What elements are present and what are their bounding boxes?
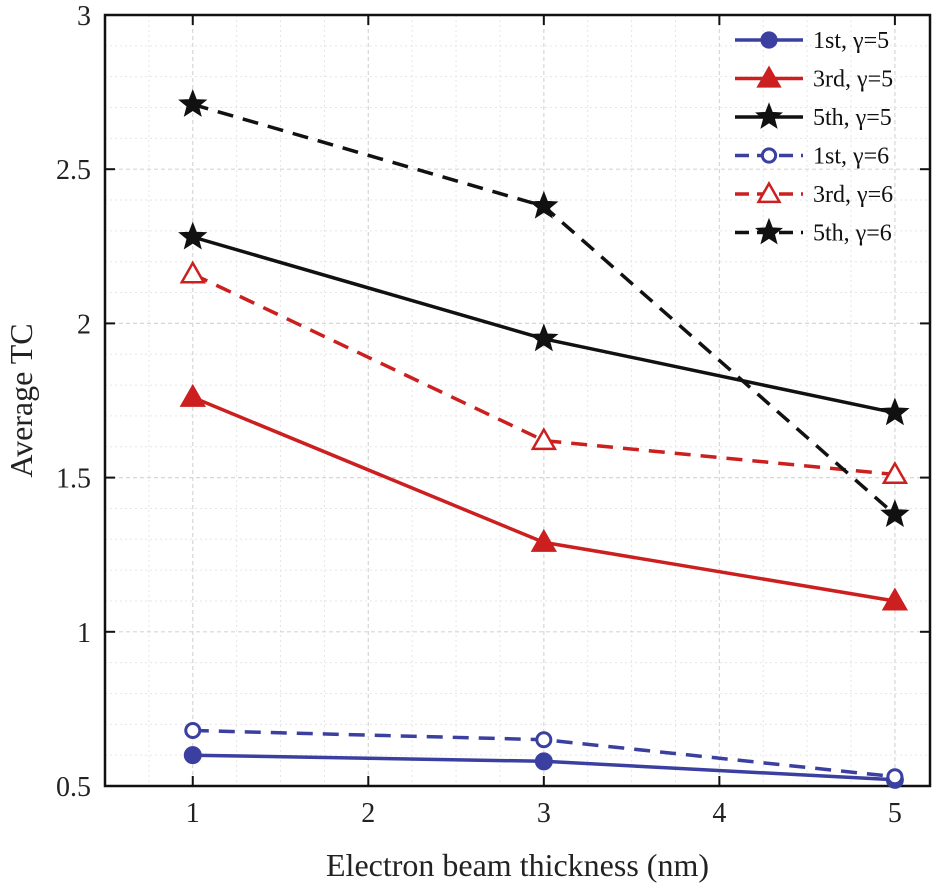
- x-tick-label: 4: [712, 798, 726, 829]
- data-point: [179, 383, 206, 407]
- data-point: [880, 499, 910, 528]
- y-axis-label: Average TC: [3, 323, 39, 477]
- x-tick-label: 2: [361, 798, 375, 829]
- axis-ticks: 1 2 3 4 5 0.5 1 1.5 2 2.5 3: [56, 1, 930, 829]
- data-point: [880, 397, 910, 426]
- data-point: [886, 768, 904, 786]
- x-axis-label: Electron beam thickness (nm): [326, 847, 709, 883]
- data-point: [535, 731, 553, 749]
- y-tick-label: 0.5: [56, 772, 91, 803]
- data-point: [881, 460, 909, 485]
- legend-item: 5th, γ=5: [735, 102, 892, 131]
- y-tick-label: 1: [77, 618, 91, 649]
- data-point: [755, 102, 783, 129]
- grid: [105, 15, 930, 786]
- plot-frame: [103, 13, 932, 788]
- x-tick-label: 3: [537, 798, 551, 829]
- data-point: [529, 190, 559, 219]
- series-group: [179, 260, 909, 485]
- data-point: [178, 221, 208, 250]
- legend-label: 5th, γ=5: [813, 105, 892, 131]
- data-point: [179, 260, 206, 284]
- legend-item: 3rd, γ=5: [735, 65, 893, 93]
- data-point: [178, 89, 208, 117]
- legend-item: 3rd, γ=6: [735, 181, 893, 208]
- data-point: [881, 587, 909, 611]
- series-group: [178, 89, 910, 528]
- series: [178, 89, 910, 789]
- data-point: [756, 65, 782, 88]
- series-group: [179, 383, 909, 611]
- y-tick-label: 3: [77, 1, 91, 32]
- legend-label: 3rd, γ=5: [813, 67, 893, 93]
- series-group: [178, 221, 910, 426]
- data-point: [530, 528, 557, 552]
- data-point: [756, 181, 782, 204]
- data-point: [529, 323, 559, 352]
- legend: 1st, γ=5 3rd, γ=5 5th, γ=5 1st, γ=6 3rd, γ=6…: [735, 28, 893, 247]
- legend-label: 3rd, γ=6: [813, 182, 893, 208]
- legend-item: 1st, γ=5: [735, 28, 889, 54]
- data-point: [534, 752, 553, 771]
- y-tick-label: 2: [77, 309, 91, 340]
- legend-item: 1st, γ=6: [735, 144, 889, 170]
- y-tick-label: 2.5: [56, 155, 91, 186]
- legend-label: 1st, γ=6: [813, 144, 889, 170]
- data-point: [760, 147, 778, 164]
- data-point: [184, 721, 202, 739]
- x-tick-label: 1: [186, 798, 200, 829]
- data-point: [760, 31, 778, 49]
- data-point: [183, 746, 202, 765]
- x-tick-label: 5: [888, 798, 902, 829]
- y-tick-label: 1.5: [56, 464, 91, 495]
- legend-label: 5th, γ=6: [813, 221, 892, 247]
- data-point: [755, 217, 783, 245]
- series-group: [184, 721, 904, 786]
- legend-label: 1st, γ=5: [813, 28, 889, 54]
- legend-item: 5th, γ=6: [735, 217, 892, 247]
- data-point: [530, 427, 557, 451]
